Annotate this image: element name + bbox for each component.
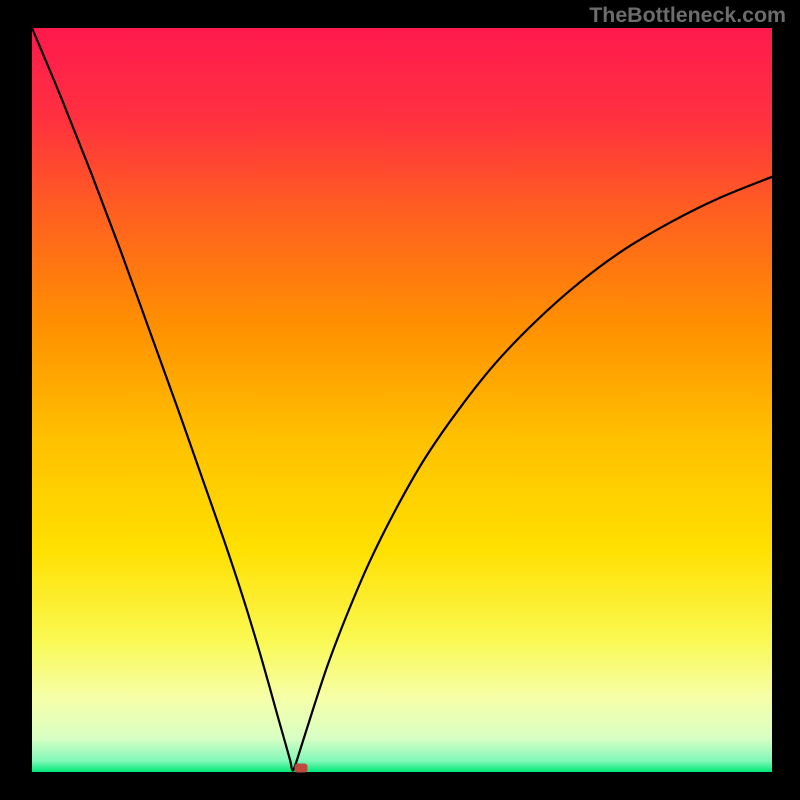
curve-path: [32, 28, 772, 771]
optimum-marker: [295, 763, 308, 772]
watermark-text: TheBottleneck.com: [589, 3, 786, 28]
bottleneck-curve: [32, 28, 772, 772]
plot-area: [32, 28, 772, 772]
